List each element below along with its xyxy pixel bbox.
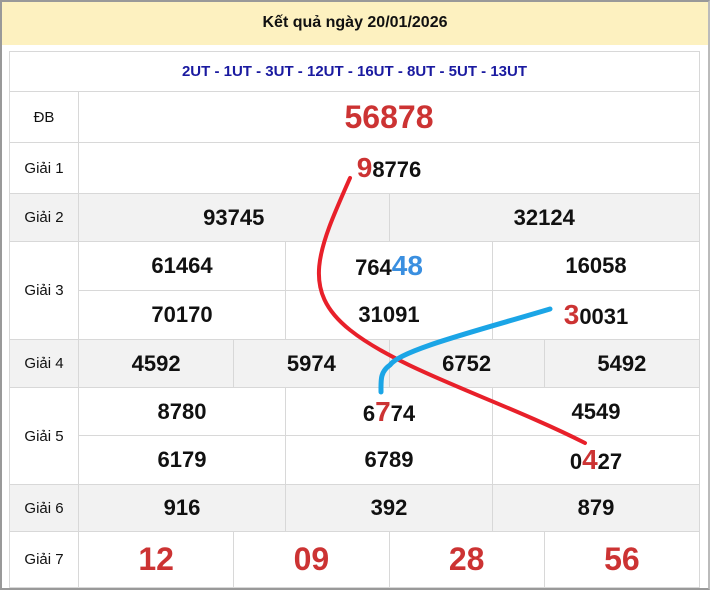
prize-4-number: 5492 bbox=[543, 339, 701, 388]
prize-5-number: 6774 bbox=[285, 387, 493, 436]
prize-5-number: 0427 bbox=[492, 435, 700, 485]
number-rest: 8776 bbox=[372, 157, 422, 182]
highlight-digit: 3 bbox=[563, 299, 580, 330]
prize-6-number: 879 bbox=[492, 484, 700, 532]
prize-6-number: 916 bbox=[78, 484, 286, 532]
prize-3-number: 16058 bbox=[492, 241, 700, 291]
prize-3-number: 76448 bbox=[285, 241, 493, 291]
label-g7: Giải 7 bbox=[9, 531, 79, 588]
number-part: 0 bbox=[569, 449, 583, 474]
prize-3-number: 70170 bbox=[78, 290, 286, 340]
prize-7-number: 09 bbox=[233, 531, 390, 588]
prize-5-number: 4549 bbox=[492, 387, 700, 436]
results-table: 2UT - 1UT - 3UT - 12UT - 16UT - 8UT - 5U… bbox=[9, 51, 701, 588]
prize-4-number: 5974 bbox=[233, 339, 390, 388]
highlight-digit: 9 bbox=[356, 152, 373, 183]
highlight-digit: 7 bbox=[375, 395, 391, 427]
prize-4-number: 6752 bbox=[388, 339, 545, 388]
prize-6-number: 392 bbox=[285, 484, 493, 532]
page-title: Kết quả ngày 20/01/2026 bbox=[2, 2, 708, 45]
number-part: 764 bbox=[355, 255, 392, 280]
label-db: ĐB bbox=[9, 91, 79, 143]
number-part: 0031 bbox=[579, 304, 629, 329]
prize-3-number: 30031 bbox=[492, 290, 700, 340]
subtitle: 2UT - 1UT - 3UT - 12UT - 16UT - 8UT - 5U… bbox=[9, 51, 700, 92]
prize-7-number: 28 bbox=[388, 531, 545, 588]
prize-1: 98776 bbox=[78, 142, 700, 194]
prize-5-number: 6789 bbox=[285, 435, 493, 485]
label-g5: Giải 5 bbox=[9, 387, 79, 485]
prize-7-number: 12 bbox=[77, 531, 235, 588]
label-g3: Giải 3 bbox=[9, 241, 79, 340]
prize-2-number: 93745 bbox=[78, 193, 390, 242]
label-g4: Giải 4 bbox=[9, 339, 79, 388]
prize-2-number: 32124 bbox=[388, 193, 700, 242]
label-g2: Giải 2 bbox=[9, 193, 79, 242]
highlight-digits: 48 bbox=[391, 250, 423, 281]
prize-5-number: 6179 bbox=[78, 435, 286, 485]
prize-3-number: 61464 bbox=[78, 241, 286, 291]
label-g1: Giải 1 bbox=[9, 142, 79, 194]
label-g6: Giải 6 bbox=[9, 484, 79, 532]
number-part: 27 bbox=[597, 449, 623, 474]
prize-5-number: 8780 bbox=[78, 387, 286, 436]
highlight-digit: 4 bbox=[582, 444, 598, 475]
prize-4-number: 4592 bbox=[77, 339, 235, 388]
prize-3-number: 31091 bbox=[285, 290, 493, 340]
number-part: 74 bbox=[390, 400, 416, 426]
special-prize: 56878 bbox=[78, 91, 700, 143]
prize-7-number: 56 bbox=[543, 531, 701, 588]
number-part: 6 bbox=[362, 400, 376, 426]
